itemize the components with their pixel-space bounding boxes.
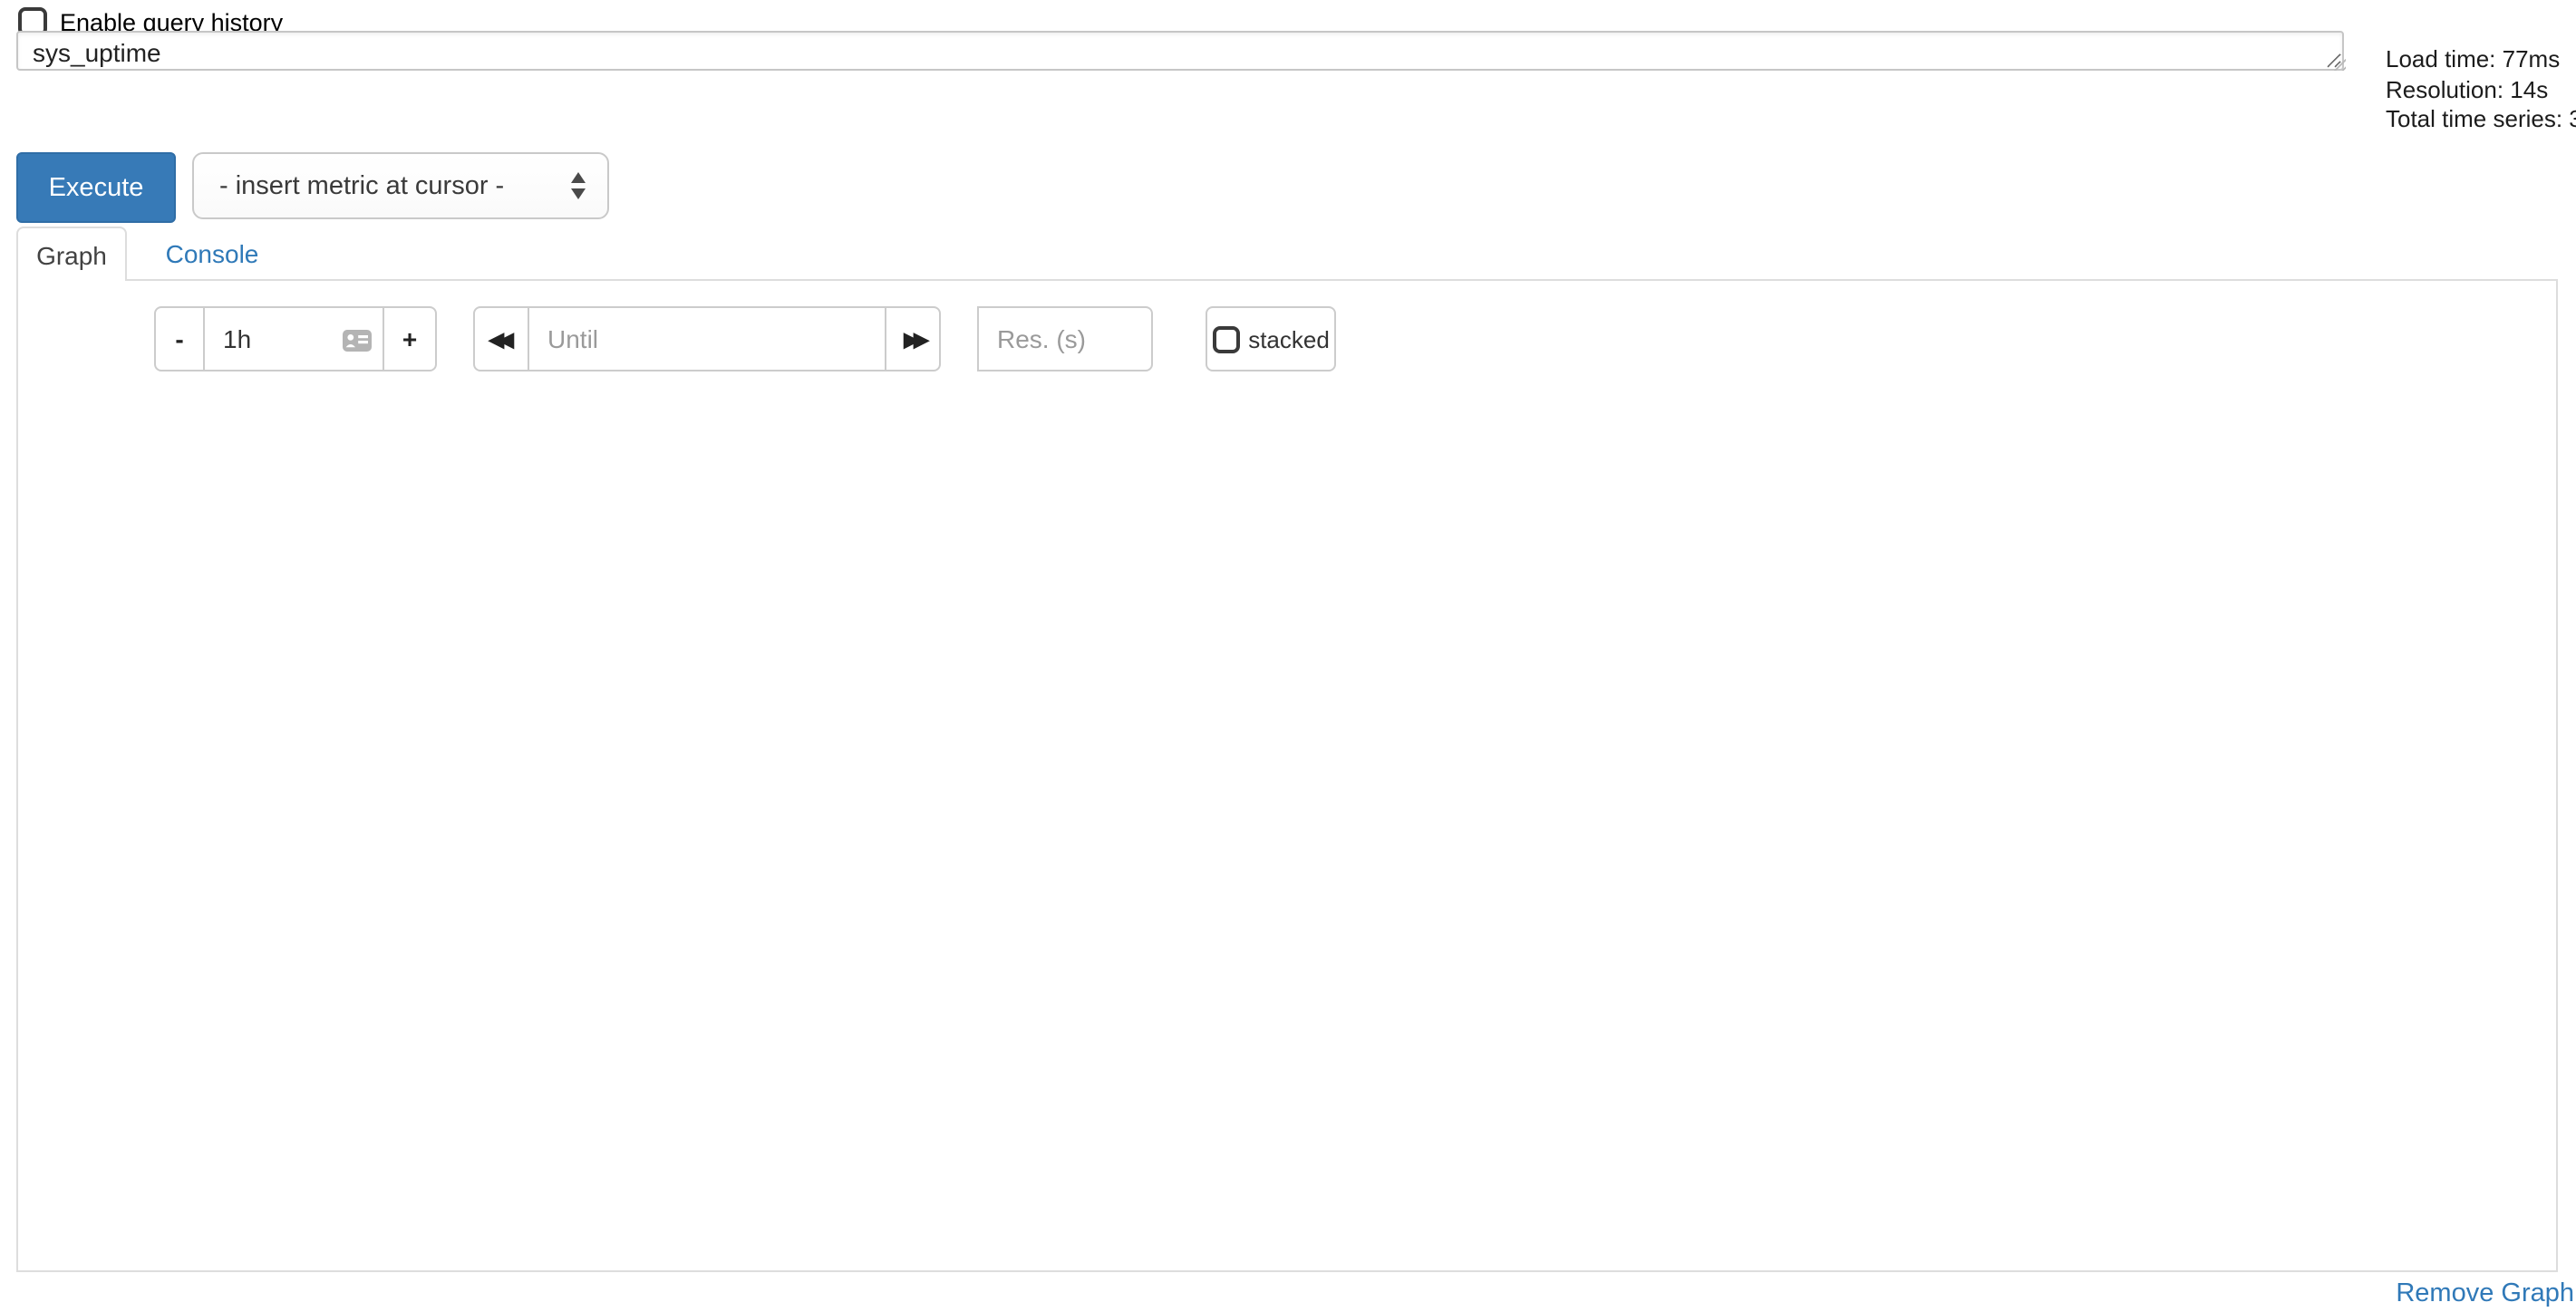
until-control-group: ◀◀ ▶▶ [473,306,941,371]
stacked-toggle[interactable]: stacked [1206,306,1336,371]
until-input[interactable] [529,324,885,353]
range-decrease-button[interactable]: - [154,306,205,371]
res-input-wrap [977,306,1153,371]
graph-controls: - + ◀◀ ▶▶ [154,306,1189,371]
execute-button[interactable]: Execute [16,152,176,223]
tab-graph[interactable]: Graph [16,227,127,281]
range-increase-button[interactable]: + [383,306,437,371]
datepicker-icon[interactable] [343,330,372,352]
insert-metric-select-value: - insert metric at cursor - [219,171,505,200]
resolution: Resolution: 14s [2386,75,2549,102]
graph-panel: - + ◀◀ ▶▶ [16,279,2558,1272]
res-control-group [977,306,1153,371]
range-control-group: - + [154,306,437,371]
remove-graph-link[interactable]: Remove Graph [2396,1279,2574,1308]
expression-input[interactable]: sys_uptime [16,31,2344,71]
load-time: Load time: 77ms [2386,45,2561,72]
res-input[interactable] [979,324,1151,353]
insert-metric-select[interactable]: - insert metric at cursor - [192,152,609,219]
time-back-button[interactable]: ◀◀ [473,306,529,371]
stacked-checkbox[interactable] [1212,325,1240,352]
select-arrows-icon [571,172,586,199]
query-stats: Load time: 77ms Resolution: 14s Total ti… [2386,45,2576,135]
until-input-wrap [528,306,886,371]
tab-console[interactable]: Console [165,239,259,268]
range-input-wrap [203,306,384,371]
stacked-label: stacked [1248,325,1330,352]
total-time-series: Total time series: 3 [2386,105,2576,132]
time-forward-button[interactable]: ▶▶ [885,306,941,371]
